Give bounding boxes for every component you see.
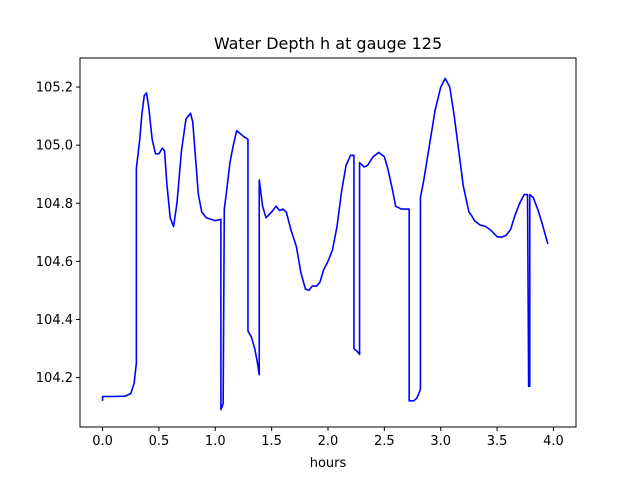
plot-area: 0.0 0.5 1.0 1.5 2.0 2.5 3.0 3.5 4.0 104.2 104.4 104… — [36, 57, 577, 449]
x-tick-label: 2.0 — [318, 434, 339, 449]
x-tick-label: 1.5 — [261, 434, 282, 449]
y-tick-label: 104.8 — [36, 197, 73, 212]
chart-title: Water Depth h at gauge 125 — [214, 34, 442, 53]
x-tick-label: 2.5 — [374, 434, 395, 449]
y-tick-label: 104.2 — [36, 371, 73, 386]
y-tick-label: 105.2 — [36, 81, 73, 96]
y-tick-label: 104.6 — [36, 255, 73, 270]
y-tick-label: 105.0 — [36, 139, 73, 154]
x-axis-label: hours — [310, 456, 347, 471]
x-tick-label: 4.0 — [543, 434, 564, 449]
x-tick-label: 0.5 — [149, 434, 170, 449]
x-tick-label: 0.0 — [92, 434, 113, 449]
x-tick-label: 1.0 — [205, 434, 226, 449]
x-tick-label: 3.0 — [430, 434, 451, 449]
x-tick-label: 3.5 — [487, 434, 508, 449]
series-line-0 — [101, 77, 549, 411]
y-tick-label: 104.4 — [36, 313, 73, 328]
